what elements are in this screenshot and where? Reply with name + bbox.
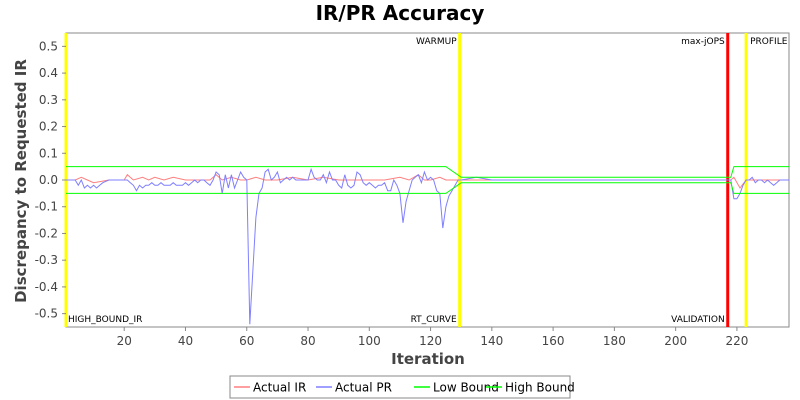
x-tick-label: 200 (664, 334, 687, 348)
legend: Actual IR Actual PR Low Bound High Bound (229, 375, 575, 399)
y-axis: 0.5 0.4 0.3 0.2 0.1 0.0 -0.1 -0.2 -0.3 -0.4 -0.5 (35, 39, 66, 321)
marker-label: WARMUP (416, 37, 457, 47)
legend-label: Low Bound (433, 381, 499, 395)
series-line-2 (66, 182, 789, 194)
x-tick-label: 180 (603, 334, 626, 348)
x-axis: 20 40 60 80 100 120 140 160 180 200 220 (117, 327, 748, 348)
y-tick-label: 0.5 (39, 39, 58, 53)
x-tick-label: 220 (725, 334, 748, 348)
x-tick-label: 40 (178, 334, 193, 348)
y-tick-label: -0.3 (35, 253, 58, 267)
y-tick-label: 0.3 (39, 93, 58, 107)
marker-label: PROFILE (750, 37, 788, 47)
y-axis-title: Discrepancy to Requested IR (12, 59, 30, 303)
y-tick-label: 0.0 (39, 173, 58, 187)
legend-box (229, 375, 571, 399)
marker-label: RT_CURVE (411, 315, 457, 325)
series-line-3 (66, 166, 789, 178)
x-tick-label: 60 (239, 334, 254, 348)
chart-title: IR/PR Accuracy (316, 1, 485, 25)
x-tick-label: 120 (419, 334, 442, 348)
marker-label: VALIDATION (671, 315, 725, 325)
y-tick-label: -0.2 (35, 226, 58, 240)
y-tick-label: -0.1 (35, 200, 58, 214)
x-tick-label: 80 (300, 334, 315, 348)
series-line-1 (66, 167, 789, 325)
x-tick-label: 100 (358, 334, 381, 348)
legend-label: High Bound (505, 381, 575, 395)
y-tick-label: 0.2 (39, 120, 58, 134)
y-tick-label: 0.4 (39, 66, 58, 80)
y-tick-label: -0.4 (35, 280, 58, 294)
x-axis-title: Iteration (391, 350, 465, 368)
y-tick-label: -0.5 (35, 307, 58, 321)
legend-label: Actual PR (335, 381, 392, 395)
series (66, 166, 789, 325)
x-tick-label: 20 (117, 334, 132, 348)
marker-label: max-jOPS (681, 37, 725, 47)
x-tick-label: 160 (542, 334, 565, 348)
y-tick-label: 0.1 (39, 146, 58, 160)
marker-label: HIGH_BOUND_IR (68, 315, 142, 325)
x-tick-label: 140 (480, 334, 503, 348)
legend-label: Actual IR (253, 381, 306, 395)
